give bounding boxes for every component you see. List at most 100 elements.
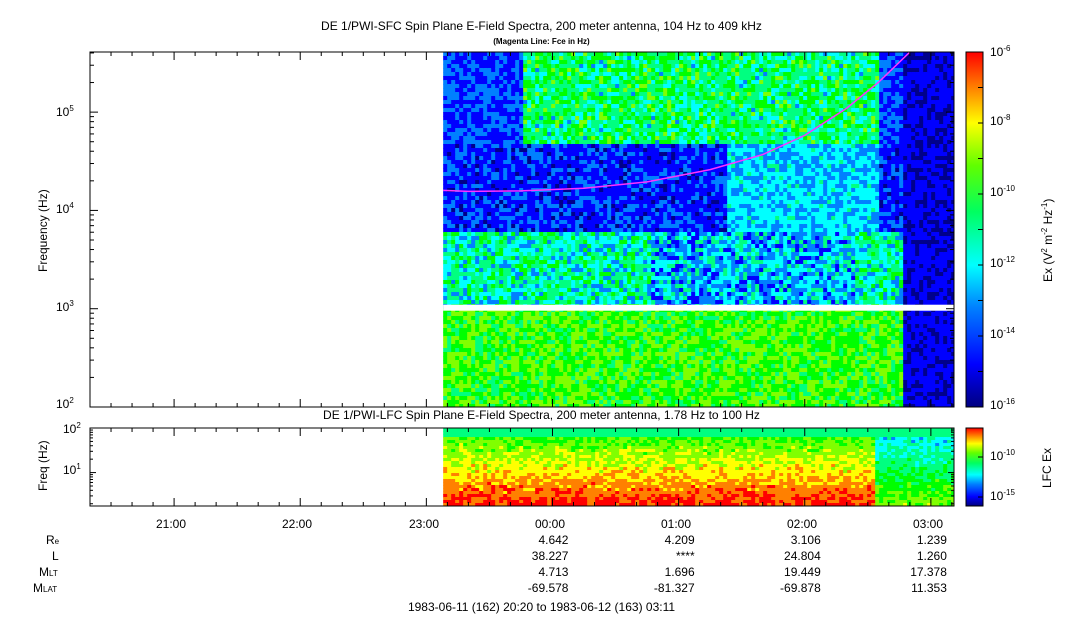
sfc-cell bbox=[491, 236, 496, 241]
sfc-cell bbox=[579, 160, 584, 165]
sfc-cell bbox=[511, 332, 516, 337]
sfc-cell bbox=[563, 312, 568, 317]
sfc-cell bbox=[655, 64, 660, 69]
sfc-cell bbox=[567, 256, 572, 261]
sfc-cell bbox=[623, 224, 628, 229]
sfc-cell bbox=[551, 60, 556, 65]
sfc-cell bbox=[511, 368, 516, 373]
sfc-cell bbox=[511, 184, 516, 189]
sfc-cell bbox=[583, 72, 588, 77]
sfc-cell bbox=[479, 188, 484, 193]
sfc-cell bbox=[543, 80, 548, 85]
sfc-cell bbox=[631, 72, 636, 77]
sfc-cell bbox=[475, 284, 480, 289]
sfc-cell bbox=[659, 296, 664, 301]
sfc-cell bbox=[587, 368, 592, 373]
sfc-cell bbox=[615, 324, 620, 329]
sfc-cell bbox=[539, 176, 544, 181]
sfc-cell bbox=[587, 240, 592, 245]
sfc-cell bbox=[475, 104, 480, 109]
sfc-cell bbox=[455, 216, 460, 221]
sfc-cell bbox=[455, 128, 460, 133]
sfc-cell bbox=[603, 164, 608, 169]
sfc-cell bbox=[503, 332, 508, 337]
sfc-cell bbox=[451, 144, 456, 149]
sfc-cell bbox=[603, 136, 608, 141]
sfc-cell bbox=[543, 224, 548, 229]
sfc-cell bbox=[579, 240, 584, 245]
sfc-cell bbox=[491, 296, 496, 301]
sfc-cell bbox=[543, 400, 548, 405]
sfc-cell bbox=[563, 52, 568, 57]
sfc-cell bbox=[579, 292, 584, 297]
sfc-cell bbox=[627, 380, 632, 385]
sfc-cell bbox=[479, 320, 484, 325]
sfc-cell bbox=[579, 92, 584, 97]
sfc-cell bbox=[467, 284, 472, 289]
sfc-cell bbox=[575, 104, 580, 109]
sfc-cell bbox=[659, 200, 664, 205]
sfc-cell bbox=[523, 340, 528, 345]
sfc-cell bbox=[631, 240, 636, 245]
sfc-cell bbox=[563, 200, 568, 205]
sfc-cell bbox=[595, 112, 600, 117]
sfc-cell bbox=[535, 404, 540, 407]
sfc-cell bbox=[539, 92, 544, 97]
sfc-cell bbox=[643, 208, 648, 213]
sfc-cell bbox=[591, 200, 596, 205]
sfc-cell bbox=[447, 220, 452, 225]
sfc-cell bbox=[479, 340, 484, 345]
sfc-cell bbox=[495, 136, 500, 141]
sfc-cell bbox=[543, 280, 548, 285]
sfc-cell bbox=[507, 392, 512, 397]
sfc-cell bbox=[575, 220, 580, 225]
sfc-cell bbox=[507, 92, 512, 97]
sfc-cell bbox=[631, 368, 636, 373]
sfc-cell bbox=[631, 108, 636, 113]
sfc-cell bbox=[611, 248, 616, 253]
sfc-cell bbox=[487, 252, 492, 257]
sfc-cell bbox=[459, 272, 464, 277]
sfc-cell bbox=[571, 368, 576, 373]
sfc-cell bbox=[631, 332, 636, 337]
sfc-cell bbox=[499, 184, 504, 189]
sfc-cell bbox=[575, 88, 580, 93]
sfc-cell bbox=[643, 124, 648, 129]
sfc-cell bbox=[451, 220, 456, 225]
sfc-cell bbox=[467, 180, 472, 185]
sfc-cell bbox=[503, 244, 508, 249]
sfc-cell bbox=[539, 400, 544, 405]
sfc-cell bbox=[663, 248, 668, 253]
sfc-cell bbox=[643, 52, 648, 57]
sfc-cell bbox=[647, 196, 652, 201]
sfc-cell bbox=[571, 136, 576, 141]
sfc-cell bbox=[475, 196, 480, 201]
sfc-cell bbox=[579, 172, 584, 177]
sfc-cell bbox=[563, 236, 568, 241]
sfc-cell bbox=[519, 388, 524, 393]
sfc-cell bbox=[631, 396, 636, 401]
sfc-cell bbox=[651, 360, 656, 365]
sfc-cell bbox=[663, 64, 668, 69]
sfc-cell bbox=[479, 348, 484, 353]
sfc-cell bbox=[463, 152, 468, 157]
sfc-cell bbox=[455, 96, 460, 101]
sfc-cell bbox=[575, 92, 580, 97]
sfc-cell bbox=[639, 316, 644, 321]
sfc-cell bbox=[579, 148, 584, 153]
sfc-cell bbox=[543, 176, 548, 181]
sfc-cell bbox=[619, 208, 624, 213]
sfc-cell bbox=[651, 312, 656, 317]
sfc-cell bbox=[563, 336, 568, 341]
sfc-cell bbox=[487, 356, 492, 361]
sfc-cell bbox=[535, 156, 540, 161]
sfc-cell bbox=[531, 116, 536, 121]
sfc-cell bbox=[543, 132, 548, 137]
sfc-cell bbox=[575, 68, 580, 73]
sfc-cell bbox=[519, 68, 524, 73]
sfc-cell bbox=[575, 348, 580, 353]
sfc-cell bbox=[587, 100, 592, 105]
sfc-cell bbox=[615, 340, 620, 345]
sfc-cell bbox=[467, 184, 472, 189]
sfc-cell bbox=[627, 296, 632, 301]
